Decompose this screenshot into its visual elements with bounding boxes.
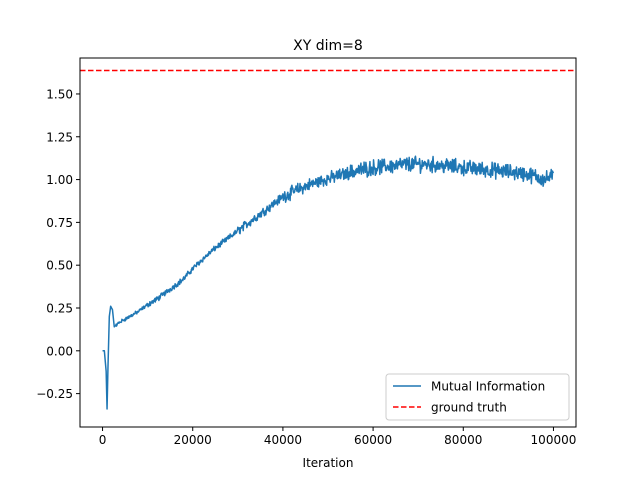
plot-area bbox=[80, 69, 576, 410]
y-tick-label: 1.50 bbox=[46, 87, 73, 101]
y-tick-label: 1.25 bbox=[46, 130, 73, 144]
x-tick-label: 20000 bbox=[174, 433, 212, 447]
chart-title: XY dim=8 bbox=[293, 38, 363, 54]
x-tick-label: 60000 bbox=[354, 433, 392, 447]
x-tick-label: 80000 bbox=[444, 433, 482, 447]
legend: Mutual Information ground truth bbox=[385, 373, 570, 421]
y-tick-label: 0.25 bbox=[46, 301, 73, 315]
x-tick-label: 40000 bbox=[264, 433, 302, 447]
legend-label-ground-truth: ground truth bbox=[431, 401, 507, 415]
legend-label-mutual-information: Mutual Information bbox=[431, 380, 545, 394]
y-tick-label: 0.00 bbox=[46, 344, 73, 358]
y-axis: −0.25 0.00 0.25 0.50 0.75 1.00 1.25 1.50 bbox=[36, 87, 80, 401]
series-line-mutual-information bbox=[102, 155, 555, 410]
y-tick-label: −0.25 bbox=[36, 387, 73, 401]
x-axis-label: Iteration bbox=[303, 456, 354, 470]
legend-box bbox=[385, 373, 570, 421]
x-axis: 0 20000 40000 60000 80000 100000 bbox=[99, 427, 577, 447]
axes-frame bbox=[79, 57, 577, 428]
y-tick-label: 0.50 bbox=[46, 259, 73, 273]
y-tick-label: 0.75 bbox=[46, 216, 73, 230]
y-tick-label: 1.00 bbox=[46, 173, 73, 187]
x-tick-label: 0 bbox=[99, 433, 107, 447]
x-tick-label: 100000 bbox=[531, 433, 577, 447]
